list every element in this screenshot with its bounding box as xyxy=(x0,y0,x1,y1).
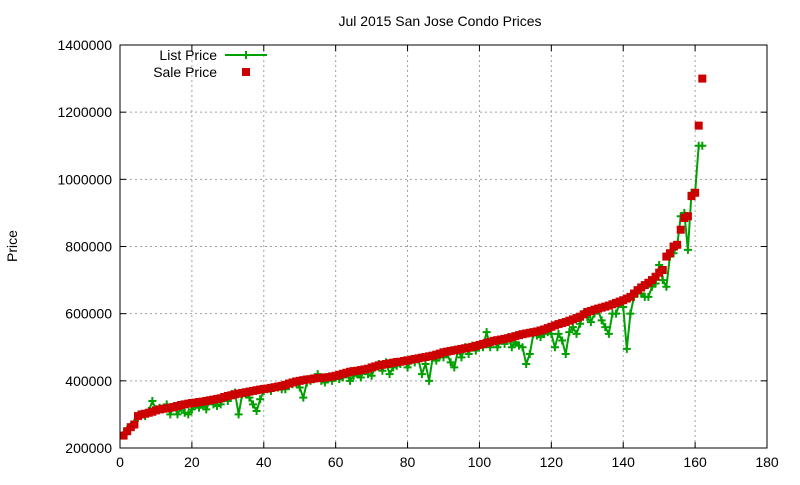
sale-price-point xyxy=(665,249,674,258)
legend-marker-sale-price xyxy=(242,68,250,76)
list-price-point xyxy=(662,282,671,291)
x-tick-label: 0 xyxy=(116,454,124,470)
list-price-point xyxy=(572,329,581,338)
list-price-point xyxy=(622,344,631,353)
y-tick-label: 200000 xyxy=(65,440,112,456)
y-tick-label: 400000 xyxy=(65,373,112,389)
y-tick-label: 600000 xyxy=(65,306,112,322)
y-tick-label: 1000000 xyxy=(57,171,112,187)
list-price-point xyxy=(597,316,606,325)
list-price-point xyxy=(558,336,567,345)
x-tick-label: 20 xyxy=(184,454,200,470)
list-price-point xyxy=(658,276,667,285)
list-price-point xyxy=(561,349,570,358)
list-price-point xyxy=(173,410,182,419)
x-tick-label: 80 xyxy=(400,454,416,470)
list-price-point xyxy=(457,353,466,362)
x-tick-label: 60 xyxy=(328,454,344,470)
list-price-point xyxy=(698,141,707,150)
list-price-point xyxy=(417,370,426,379)
list-price-point xyxy=(450,363,459,372)
list-price-point xyxy=(507,343,516,352)
sale-price-point xyxy=(651,272,660,281)
x-tick-label: 180 xyxy=(755,454,779,470)
list-price-point xyxy=(248,400,257,409)
list-price-point xyxy=(565,328,574,337)
list-price-point xyxy=(612,309,621,318)
y-tick-label: 1400000 xyxy=(57,37,112,53)
legend: List Price Sale Price xyxy=(153,47,267,80)
list-price-point xyxy=(644,292,653,301)
x-tick-label: 140 xyxy=(612,454,636,470)
list-price-point xyxy=(425,376,434,385)
x-tick-label: 120 xyxy=(540,454,564,470)
x-tick-label: 100 xyxy=(468,454,492,470)
list-price-point xyxy=(626,309,635,318)
sale-price-point xyxy=(691,188,700,197)
series-sale-price xyxy=(119,74,707,440)
grid xyxy=(120,45,767,448)
plot-border xyxy=(119,44,768,449)
sale-price-point xyxy=(673,240,682,249)
list-price-point xyxy=(299,393,308,402)
sale-price-point xyxy=(698,74,707,83)
y-tick-label: 1200000 xyxy=(57,104,112,120)
legend-label-sale-price: Sale Price xyxy=(153,64,217,80)
list-price-point xyxy=(184,410,193,419)
list-price-point xyxy=(550,343,559,352)
list-price-line xyxy=(122,144,703,436)
legend-marker-list-price xyxy=(242,51,250,59)
list-price-point xyxy=(604,329,613,338)
list-price-point xyxy=(683,245,692,254)
list-price-point xyxy=(601,323,610,332)
list-price-point xyxy=(148,396,157,405)
list-price-point xyxy=(446,358,455,367)
list-price-point xyxy=(252,407,261,416)
ticks: 0 20 40 60 80 100 120 140 160 180 200000 400000 6000… xyxy=(57,37,778,470)
chart-title: Jul 2015 San Jose Condo Prices xyxy=(338,13,541,29)
y-tick-label: 800000 xyxy=(65,239,112,255)
list-price-point xyxy=(586,318,595,327)
list-price-point xyxy=(234,410,243,419)
list-price-point xyxy=(554,329,563,338)
sale-price-point xyxy=(123,427,132,436)
sale-price-point xyxy=(683,212,692,221)
legend-label-list-price: List Price xyxy=(159,47,217,63)
x-tick-label: 160 xyxy=(683,454,707,470)
list-price-point xyxy=(482,328,491,337)
sale-price-point xyxy=(119,431,128,440)
list-price-point xyxy=(356,373,365,382)
list-price-point xyxy=(367,371,376,380)
list-price-point xyxy=(525,349,534,358)
list-price-point xyxy=(522,360,531,369)
list-price-point xyxy=(346,376,355,385)
list-price-point xyxy=(202,405,211,414)
sale-price-point xyxy=(658,266,667,275)
list-price-point xyxy=(385,370,394,379)
series-list-price xyxy=(119,141,707,439)
y-axis-label: Price xyxy=(4,230,20,262)
list-price-point xyxy=(518,343,527,352)
list-price-point xyxy=(256,395,265,404)
x-tick-label: 40 xyxy=(256,454,272,470)
sale-price-point xyxy=(130,420,139,429)
sale-price-point xyxy=(694,121,703,130)
sale-price-point xyxy=(676,225,685,234)
